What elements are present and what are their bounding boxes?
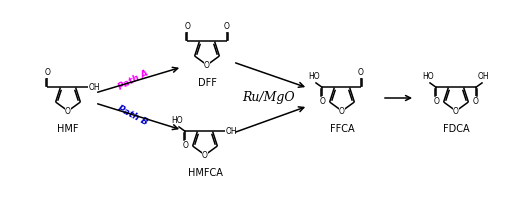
Text: O: O: [182, 141, 188, 150]
Text: HO: HO: [309, 72, 320, 81]
Text: Path A: Path A: [116, 68, 150, 92]
Text: Path B: Path B: [116, 103, 149, 127]
Text: DFF: DFF: [198, 78, 216, 88]
Text: OH: OH: [89, 83, 100, 92]
Text: O: O: [433, 97, 439, 106]
Text: OH: OH: [226, 127, 237, 136]
Text: O: O: [473, 97, 478, 106]
Text: O: O: [65, 106, 71, 116]
Text: HO: HO: [422, 72, 434, 81]
Text: Ru/MgO: Ru/MgO: [242, 92, 294, 104]
Text: HO: HO: [171, 116, 183, 125]
Text: O: O: [184, 22, 190, 31]
Text: O: O: [45, 68, 50, 77]
Text: O: O: [339, 106, 345, 116]
Text: HMF: HMF: [57, 124, 79, 134]
Text: O: O: [204, 60, 210, 70]
Text: FFCA: FFCA: [330, 124, 354, 134]
Text: O: O: [224, 22, 230, 31]
Text: O: O: [202, 150, 208, 160]
Text: O: O: [453, 106, 459, 116]
Text: OH: OH: [478, 72, 489, 81]
Text: FDCA: FDCA: [443, 124, 470, 134]
Text: O: O: [358, 68, 364, 77]
Text: HMFCA: HMFCA: [188, 168, 222, 178]
Text: O: O: [320, 97, 325, 106]
